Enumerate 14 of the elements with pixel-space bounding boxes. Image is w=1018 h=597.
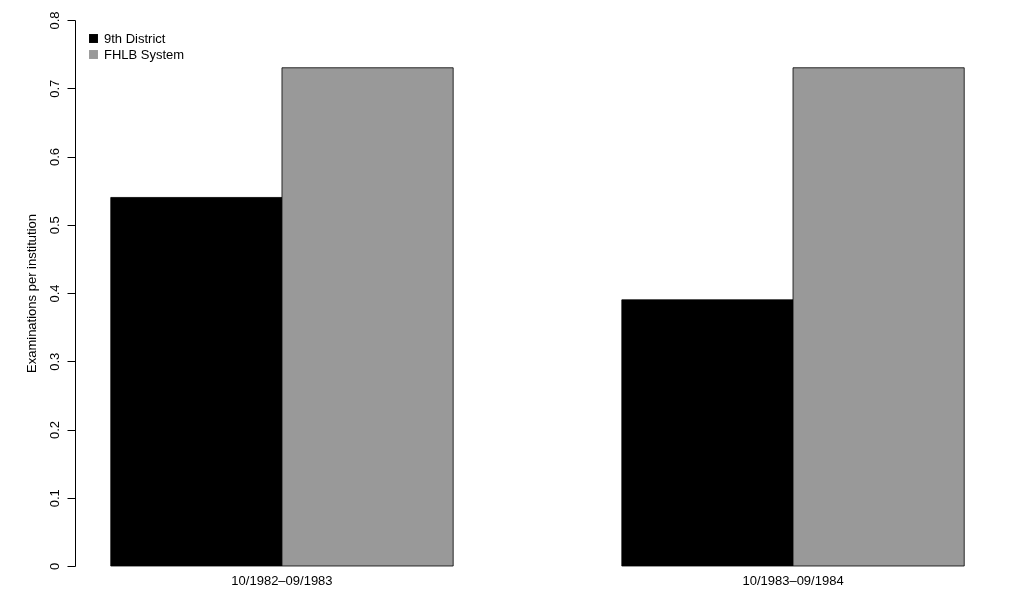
y-axis-title: Examinations per institution <box>23 214 39 373</box>
legend-label: 9th District <box>104 30 166 46</box>
y-tick-label: 0.6 <box>46 147 62 167</box>
x-tick-label: 10/1983–09/1984 <box>742 572 844 588</box>
y-tick-label: 0.8 <box>46 11 62 30</box>
legend-label: FHLB System <box>104 46 185 62</box>
y-tick-label: 0.1 <box>46 489 62 508</box>
y-tick-label: 0.5 <box>46 216 62 235</box>
x-tick-label: 10/1982–09/1983 <box>231 572 333 588</box>
y-tick-label: 0.3 <box>46 352 62 371</box>
y-tick-label: 0.2 <box>46 420 62 440</box>
y-tick-label: 0.7 <box>46 79 62 98</box>
y-tick-label: 0.4 <box>46 284 62 303</box>
y-tick-label: 0 <box>46 562 62 571</box>
